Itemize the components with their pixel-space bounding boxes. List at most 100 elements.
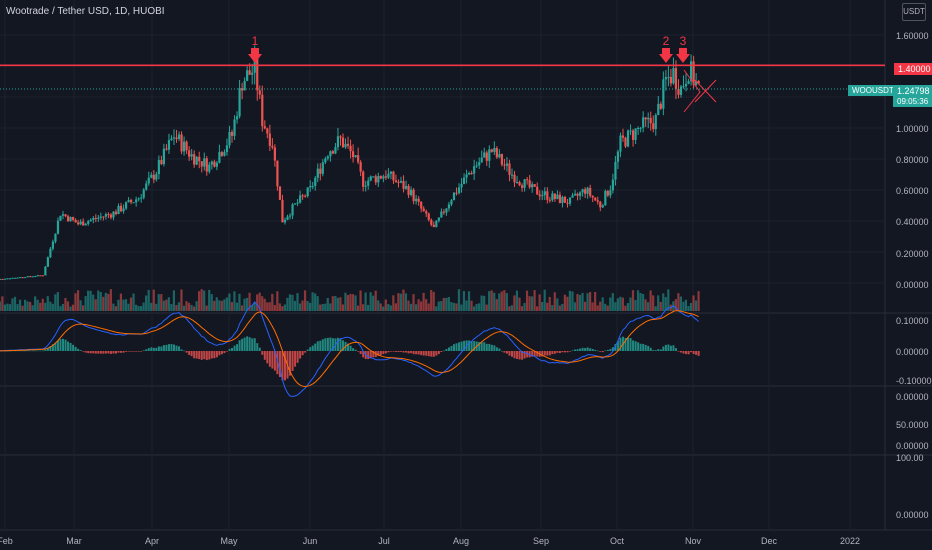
candle-body (157, 160, 160, 175)
candle-body (528, 180, 531, 188)
macd-histogram-bar (498, 348, 501, 351)
price-tick: 1.60000 (896, 31, 929, 41)
candle-body (359, 162, 362, 172)
macd-histogram-bar (314, 343, 317, 351)
volume-bar (606, 305, 609, 311)
macd-histogram-bar (563, 351, 566, 353)
candle-body (440, 211, 443, 218)
candle-body (107, 214, 110, 216)
volume-bar (256, 294, 259, 311)
candle-body (54, 233, 57, 242)
volume-bar (41, 298, 44, 311)
candle-body (664, 77, 667, 80)
volume-bar (29, 301, 32, 311)
macd-histogram-bar (311, 345, 314, 351)
macd-histogram-bar (94, 351, 97, 354)
volume-bar (387, 304, 390, 311)
volume-bar (301, 300, 304, 311)
volume-bar (238, 293, 241, 311)
volume-bar (6, 303, 9, 311)
candle-body (251, 72, 254, 75)
macd-histogram-bar (319, 340, 322, 351)
macd-histogram-bar (258, 347, 261, 351)
candle-body (657, 103, 660, 115)
candle-body (573, 193, 577, 196)
candle-body (291, 204, 294, 216)
macd-histogram-bar (566, 351, 569, 353)
volume-bar (657, 295, 660, 311)
candle-body (160, 160, 163, 165)
candle-body (402, 181, 405, 189)
macd-histogram-bar (654, 350, 657, 351)
volume-bar (142, 302, 145, 311)
candle-body (541, 195, 544, 197)
candle-body (357, 155, 360, 163)
macd-histogram-bar (604, 350, 607, 352)
macd-histogram-bar (195, 351, 198, 359)
currency-scale-button[interactable]: USDT (902, 3, 926, 21)
macd-histogram-bar (400, 351, 403, 352)
macd-histogram-bar (695, 351, 698, 355)
candle-body (619, 135, 622, 152)
macd-histogram-bar (664, 344, 667, 351)
macd-histogram-bar (420, 351, 423, 356)
candle-body (669, 76, 673, 84)
macd-histogram-bar (109, 351, 112, 354)
candle-body (609, 190, 612, 196)
volume-bar (114, 306, 117, 311)
volume-bar (124, 299, 128, 311)
macd-histogram-bar (392, 351, 395, 352)
candle-body (427, 213, 430, 220)
volume-bar (170, 304, 173, 311)
volume-bar (364, 292, 367, 311)
macd-histogram-bar (59, 339, 62, 351)
macd-histogram-bar (248, 337, 251, 351)
candle-body (309, 186, 312, 188)
candle-body (412, 189, 415, 202)
candle-body (177, 134, 181, 140)
volume-bar (336, 297, 339, 311)
macd-histogram-bar (122, 351, 125, 353)
volume-bar (182, 305, 186, 311)
candle-body (258, 90, 261, 95)
macd-histogram-bar (268, 351, 271, 367)
volume-bar (341, 304, 344, 311)
macd-histogram-bar (339, 338, 342, 351)
macd-histogram-bar (369, 351, 372, 359)
volume-bar (250, 305, 254, 311)
candle-body (437, 217, 440, 221)
candle-body (205, 158, 208, 172)
macd-histogram-bar (241, 338, 244, 351)
candle-body (162, 148, 166, 165)
candle-body (594, 197, 597, 201)
candle-body (225, 145, 229, 153)
volume-bar (293, 300, 297, 311)
macd-histogram-bar (347, 343, 350, 351)
macd-histogram-bar (135, 351, 138, 352)
macd-histogram-bar (485, 343, 488, 351)
candle-body (170, 138, 173, 141)
macd-histogram-bar (79, 350, 82, 351)
candle-body (684, 83, 688, 87)
candle-body (172, 137, 176, 139)
candle-body (268, 133, 271, 146)
macd-histogram-bar (387, 351, 390, 353)
candle-body (399, 181, 403, 183)
macd-histogram-bar (513, 351, 516, 359)
volume-bar (674, 299, 677, 311)
volume-bar (654, 306, 657, 311)
volume-bar (566, 296, 569, 311)
month-tick: Mar (66, 536, 82, 546)
candle-body (8, 278, 12, 280)
volume-bar (407, 300, 410, 311)
candle-body (425, 211, 428, 214)
macd-histogram-bar (528, 351, 531, 358)
candle-body (301, 195, 304, 197)
candle-body (526, 179, 529, 181)
macd-histogram-bar (51, 344, 54, 351)
volume-bar (187, 302, 191, 311)
volume-bar (319, 304, 322, 311)
volume-bar (87, 290, 90, 311)
